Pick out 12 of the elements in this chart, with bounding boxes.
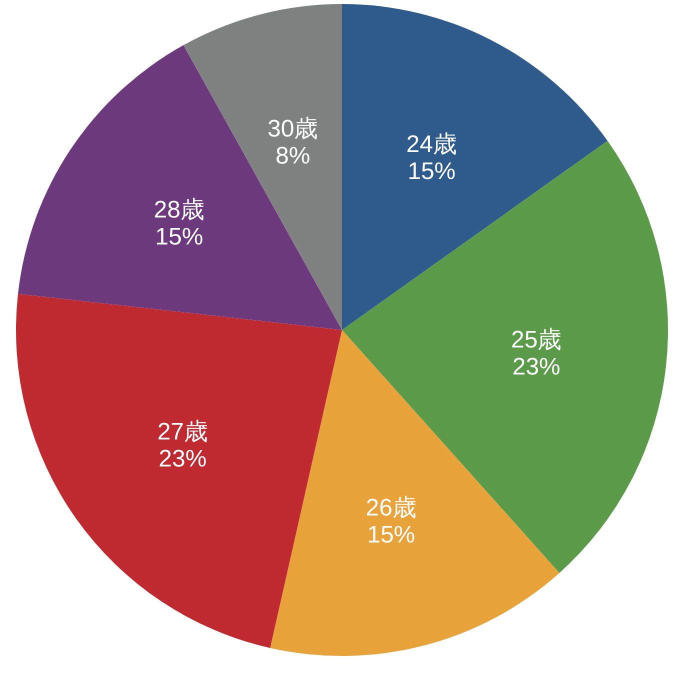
slice-label: 28歳 [154, 196, 204, 224]
data-label: 15% [408, 158, 456, 186]
slice-label: 25歳 [511, 326, 562, 354]
slice-label: 30歳 [268, 116, 318, 143]
data-label: 15% [155, 224, 204, 251]
slice-label: 26歳 [366, 494, 416, 522]
slice-label: 24歳 [406, 131, 457, 158]
slice-label: 27歳 [157, 418, 208, 446]
data-label: 8% [276, 142, 310, 170]
data-label: 23% [158, 445, 207, 472]
data-label: 23% [512, 354, 560, 381]
data-label: 15% [367, 521, 416, 548]
